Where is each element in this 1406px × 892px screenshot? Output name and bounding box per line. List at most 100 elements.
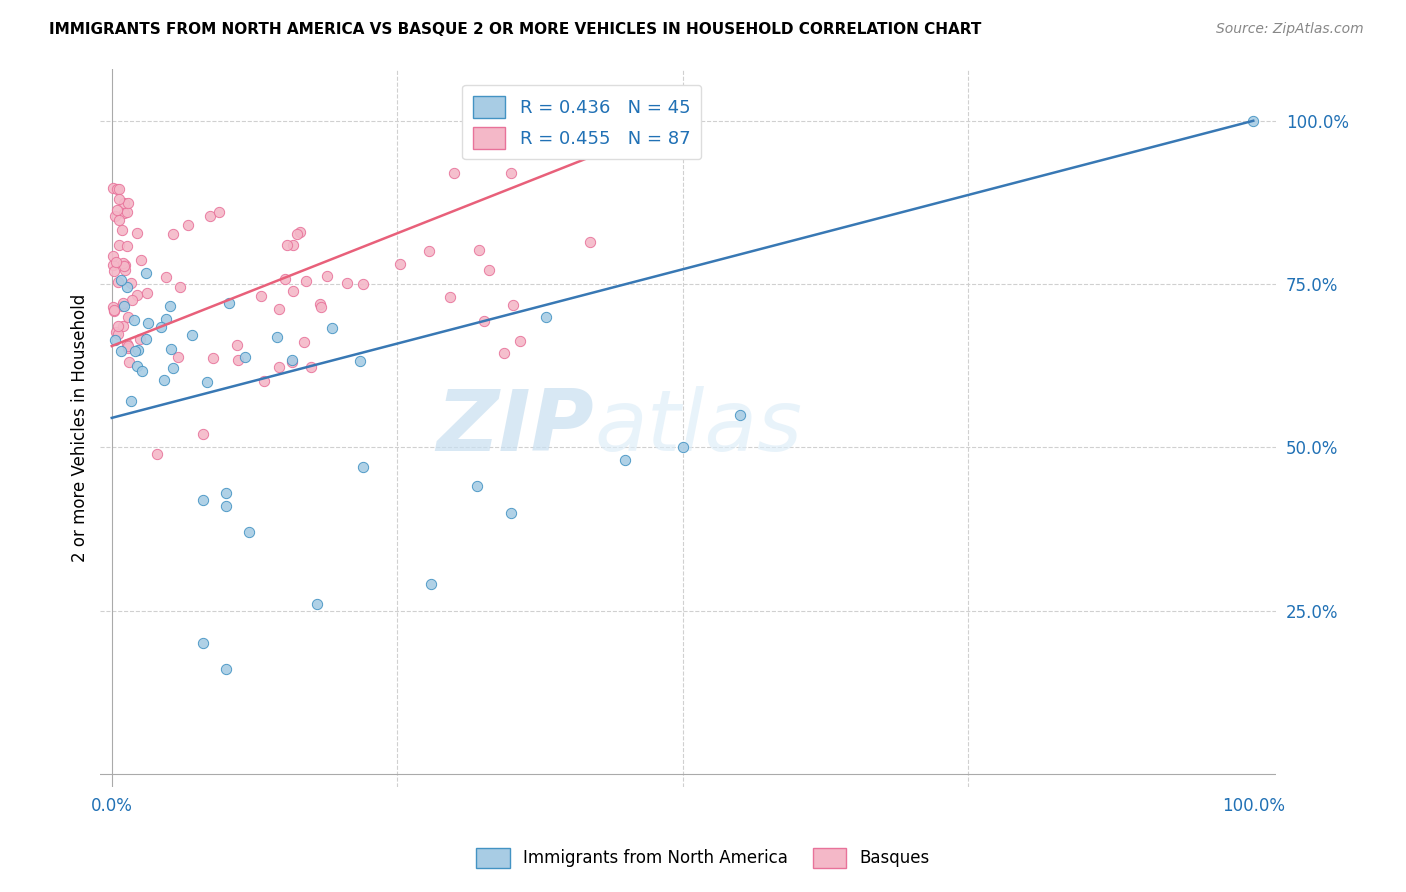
Point — [191, 636, 214, 650]
Text: Source: ZipAtlas.com: Source: ZipAtlas.com — [1216, 22, 1364, 37]
Point — [120, 276, 142, 290]
Point — [115, 238, 138, 252]
Point — [107, 319, 129, 334]
Point — [253, 374, 276, 388]
Point — [273, 272, 295, 286]
Point — [198, 209, 221, 223]
Text: atlas: atlas — [595, 386, 803, 469]
Point — [478, 262, 501, 277]
Point — [110, 273, 132, 287]
Point — [267, 301, 290, 316]
Point — [160, 343, 183, 357]
Point — [127, 343, 149, 357]
Point — [104, 325, 127, 339]
Point — [162, 227, 184, 242]
Legend: Immigrants from North America, Basques: Immigrants from North America, Basques — [470, 841, 936, 875]
Point — [159, 299, 181, 313]
Point — [117, 342, 139, 356]
Point — [115, 204, 138, 219]
Point — [111, 256, 134, 270]
Point — [155, 312, 177, 326]
Point — [124, 313, 146, 327]
Point — [131, 363, 153, 377]
Point — [162, 360, 184, 375]
Point — [494, 346, 516, 360]
Point — [104, 209, 127, 223]
Point — [125, 227, 148, 241]
Point — [388, 257, 411, 271]
Point — [501, 506, 523, 520]
Legend: R = 0.436   N = 45, R = 0.455   N = 87: R = 0.436 N = 45, R = 0.455 N = 87 — [463, 85, 702, 160]
Point — [104, 255, 127, 269]
Point — [671, 440, 693, 454]
Point — [238, 525, 260, 540]
Point — [579, 235, 602, 249]
Point — [107, 275, 129, 289]
Point — [352, 277, 374, 291]
Point — [138, 316, 160, 330]
Point — [150, 320, 173, 334]
Point — [502, 298, 524, 312]
Point — [288, 225, 311, 239]
Text: IMMIGRANTS FROM NORTH AMERICA VS BASQUE 2 OR MORE VEHICLES IN HOUSEHOLD CORRELAT: IMMIGRANTS FROM NORTH AMERICA VS BASQUE … — [49, 22, 981, 37]
Point — [112, 206, 135, 220]
Point — [111, 222, 134, 236]
Point — [115, 280, 138, 294]
Point — [180, 327, 202, 342]
Point — [191, 492, 214, 507]
Point — [136, 285, 159, 300]
Point — [101, 181, 124, 195]
Text: ZIP: ZIP — [436, 386, 595, 469]
Point — [124, 343, 146, 358]
Point — [307, 597, 329, 611]
Point — [101, 258, 124, 272]
Point — [112, 299, 135, 313]
Point — [107, 326, 129, 341]
Point — [728, 408, 751, 422]
Point — [281, 284, 304, 298]
Point — [103, 303, 125, 318]
Point — [1241, 113, 1264, 128]
Point — [420, 577, 443, 591]
Point — [468, 243, 491, 257]
Point — [131, 253, 153, 268]
Point — [534, 310, 557, 324]
Point — [215, 486, 238, 500]
Point — [614, 453, 637, 467]
Point — [195, 375, 218, 389]
Point — [135, 266, 157, 280]
Point — [121, 293, 143, 307]
Point — [501, 166, 523, 180]
Point — [292, 334, 315, 349]
Point — [117, 310, 139, 324]
Point — [295, 274, 318, 288]
Point — [110, 299, 132, 313]
Point — [118, 355, 141, 369]
Point — [112, 295, 135, 310]
Point — [120, 393, 142, 408]
Point — [215, 662, 238, 676]
Point — [105, 202, 128, 217]
Point — [267, 359, 290, 374]
Point — [281, 237, 304, 252]
Point — [308, 297, 330, 311]
Point — [233, 350, 256, 364]
Point — [281, 353, 304, 368]
Point — [155, 270, 177, 285]
Point — [103, 303, 125, 318]
Point — [309, 300, 332, 314]
Point — [110, 343, 132, 358]
Y-axis label: 2 or more Vehicles in Household: 2 or more Vehicles in Household — [72, 293, 89, 562]
Point — [107, 182, 129, 196]
Point — [249, 289, 271, 303]
Point — [117, 336, 139, 351]
Point — [443, 166, 465, 180]
Point — [226, 338, 249, 352]
Point — [218, 296, 240, 310]
Point — [135, 332, 157, 346]
Point — [208, 204, 231, 219]
Point — [169, 280, 191, 294]
Point — [112, 259, 135, 273]
Point — [114, 263, 136, 277]
Point — [105, 182, 128, 196]
